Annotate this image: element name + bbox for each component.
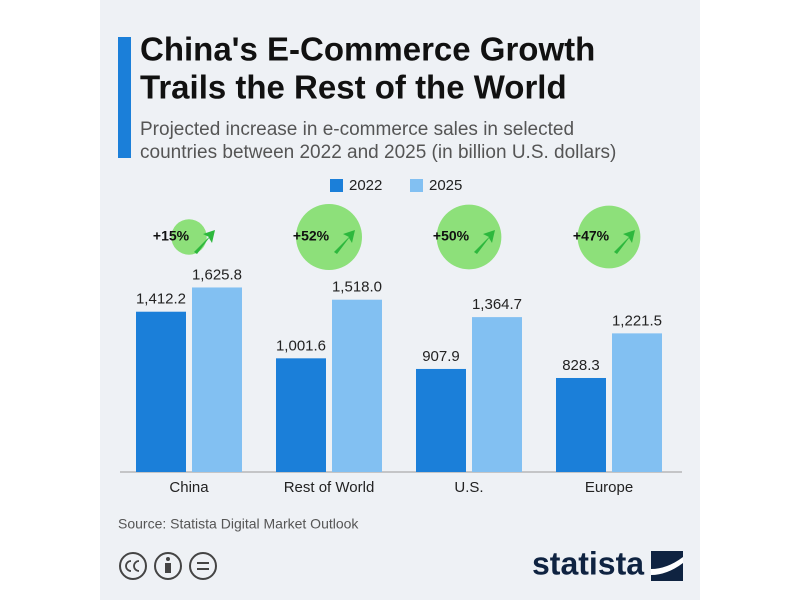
title-line: Trails the Rest of the World: [140, 69, 567, 106]
growth-bubble: [577, 205, 641, 269]
growth-label: +15%: [153, 228, 190, 244]
growth-bubble: [436, 204, 502, 270]
data-label: 1,001.6: [276, 337, 326, 354]
bar: [276, 358, 326, 472]
data-label: 1,518.0: [332, 279, 382, 296]
data-label: 1,364.7: [472, 296, 522, 313]
legend-swatch: [410, 179, 423, 192]
brand-mark: [651, 551, 683, 581]
bar: [192, 287, 242, 472]
subtitle-line: Projected increase in e-commerce sales i…: [140, 119, 574, 140]
bar: [416, 368, 466, 472]
growth-bubble: [171, 219, 207, 255]
data-label: 907.9: [422, 348, 460, 365]
source: Source: Statista Digital Market Outlook: [118, 516, 359, 532]
x-tick-label: U.S.: [454, 479, 483, 496]
x-tick-label: Europe: [585, 479, 633, 496]
growth-arrow: [474, 230, 495, 254]
legend-label: 2025: [429, 177, 462, 194]
growth-arrow: [194, 230, 215, 254]
growth-label: +50%: [433, 228, 470, 244]
data-label: 1,625.8: [192, 266, 242, 283]
brand-logo: statista: [532, 545, 644, 581]
bar: [332, 299, 382, 472]
bar: [612, 333, 662, 472]
x-tick-label: Rest of World: [284, 479, 375, 496]
title-line: China's E-Commerce Growth: [140, 31, 595, 68]
title-accent: [118, 37, 131, 158]
legend-label: 2022: [349, 177, 382, 194]
growth-arrow: [334, 230, 355, 254]
x-tick-label: China: [169, 479, 209, 496]
growth-arrow: [614, 230, 635, 254]
growth-bubble: [296, 204, 362, 270]
subtitle-line: countries between 2022 and 2025 (in bill…: [140, 142, 616, 163]
legend-swatch: [330, 179, 343, 192]
bar: [472, 317, 522, 472]
data-label: 828.3: [562, 357, 600, 374]
bar: [556, 377, 606, 472]
bar: [136, 311, 186, 472]
growth-label: +47%: [573, 228, 610, 244]
data-label: 1,221.5: [612, 312, 662, 329]
data-label: 1,412.2: [136, 291, 186, 308]
license-icons: [119, 552, 217, 580]
growth-label: +52%: [293, 228, 330, 244]
